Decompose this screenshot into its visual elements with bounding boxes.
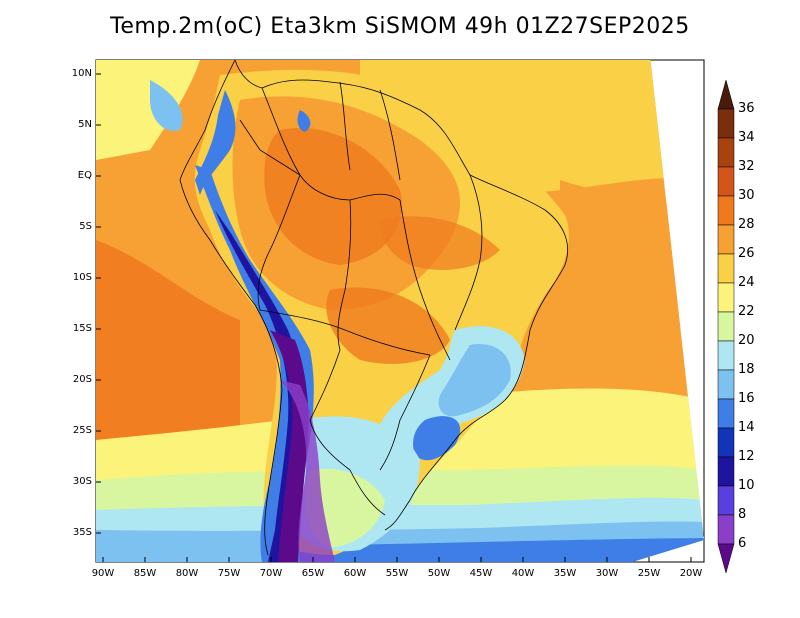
colorbar-swatch (717, 427, 735, 458)
colorbar-swatch (717, 282, 735, 313)
lat-label: 5S (79, 221, 92, 232)
colorbar-label: 6 (738, 536, 747, 551)
colorbar-swatch (717, 166, 735, 197)
lon-label: 70W (259, 568, 283, 579)
colorbar-label: 8 (738, 507, 747, 522)
lon-label: 20W (679, 568, 703, 579)
lon-label: 90W (91, 568, 115, 579)
lon-label: 55W (385, 568, 409, 579)
lon-label: 50W (427, 568, 451, 579)
colorbar-swatch (717, 485, 735, 516)
colorbar-label: 18 (738, 362, 755, 377)
lat-label: 25S (72, 425, 92, 436)
lat-label: 20S (72, 374, 92, 385)
colorbar-swatch (717, 79, 735, 110)
colorbar-label: 30 (738, 188, 755, 203)
temperature-field (96, 60, 704, 562)
lon-label: 85W (133, 568, 157, 579)
axis-ticks (96, 73, 692, 562)
lon-label: 25W (637, 568, 661, 579)
lon-label: 75W (217, 568, 241, 579)
colorbar-swatch (717, 369, 735, 400)
lat-label: 15S (72, 323, 92, 334)
colorbar-label: 10 (738, 478, 755, 493)
lat-label: EQ (77, 170, 92, 181)
lat-label: 30S (72, 476, 92, 487)
lon-label: 80W (175, 568, 199, 579)
colorbar-label: 12 (738, 449, 755, 464)
colorbar-swatch (717, 340, 735, 371)
lat-label: 5N (78, 119, 92, 130)
lon-label: 30W (595, 568, 619, 579)
colorbar-swatch (717, 195, 735, 226)
colorbar-swatch (717, 137, 735, 168)
colorbar-swatch (717, 543, 735, 574)
colorbar-swatch (717, 398, 735, 429)
lon-label: 65W (301, 568, 325, 579)
colorbar-label: 34 (738, 130, 755, 145)
map-title: Temp.2m(oC) Eta3km SiSMOM 49h 01Z27SEP20… (110, 14, 690, 39)
coastlines-borders (179, 59, 569, 556)
colorbar-label: 16 (738, 391, 755, 406)
colorbar-label: 32 (738, 159, 755, 174)
colorbar-label: 26 (738, 246, 755, 261)
lon-label: 35W (553, 568, 577, 579)
colorbar-label: 20 (738, 333, 755, 348)
lat-label: 35S (72, 527, 92, 538)
colorbar-label: 36 (738, 101, 755, 116)
colorbar-label: 24 (738, 275, 755, 290)
lon-label: 40W (511, 568, 535, 579)
lon-label: 60W (343, 568, 367, 579)
colorbar-swatch (717, 514, 735, 545)
colorbar-swatch (717, 108, 735, 139)
lon-label: 45W (469, 568, 493, 579)
colorbar-label: 22 (738, 304, 755, 319)
colorbar-swatch (717, 253, 735, 284)
lat-label: 10S (72, 272, 92, 283)
colorbar-swatch (717, 311, 735, 342)
colorbar-swatch (717, 456, 735, 487)
lat-label: 10N (71, 68, 92, 79)
colorbar-label: 28 (738, 217, 755, 232)
colorbar-label: 14 (738, 420, 755, 435)
colorbar-swatch (717, 224, 735, 255)
